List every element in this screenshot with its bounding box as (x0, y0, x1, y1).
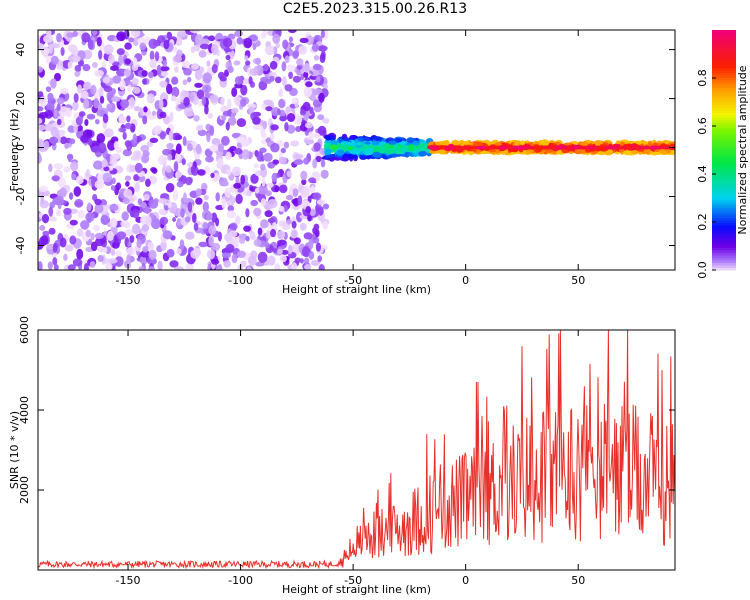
y-tick-label-top: 0 (14, 144, 27, 151)
spectrogram-panel: -150 -100 -50 0 50 -40 -20 0 20 40 Height of strai… (8, 29, 676, 296)
snr-panel: -150 -100 -50 0 50 2000 4000 6000 Height of stra… (8, 316, 676, 596)
x-tick-label-top: -150 (116, 274, 141, 287)
x-tick-label-bottom: -50 (344, 574, 362, 587)
colorbar-tick-label: 0.4 (696, 165, 709, 183)
colorbar: 0.0 0.2 0.4 0.6 0.8 Normalized spectral ampli… (696, 30, 749, 279)
y-axis-label-top: Frequency (Hz) (8, 109, 21, 192)
colorbar-tick-label: 0.6 (696, 117, 709, 135)
colorbar-tick-label: 0.2 (696, 213, 709, 231)
x-axis-label-top: Height of straight line (km) (282, 283, 431, 296)
heatmap-region-1 (38, 30, 330, 270)
y-tick-label-top: -20 (14, 188, 27, 206)
x-tick-label-bottom: -100 (228, 574, 253, 587)
spectrogram-image (38, 30, 675, 270)
y-axis-label-bottom: SNR (10 * v/v) (8, 411, 21, 489)
x-tick-label-top: -50 (344, 274, 362, 287)
x-tick-label-top: 50 (571, 274, 585, 287)
plot-frame-bottom (37, 329, 676, 571)
y-tick-label-top: -40 (14, 237, 27, 255)
heatmap-region-2 (321, 132, 437, 162)
x-tick-label-bottom: -150 (116, 574, 141, 587)
colorbar-label: Normalized spectral amplitude (736, 65, 749, 234)
x-tick-label-bottom: 0 (462, 574, 469, 587)
y-tick-label-bottom: 4000 (18, 396, 31, 424)
y-tick-label-bottom: 6000 (18, 316, 31, 344)
y-tick-label-top: 20 (14, 92, 27, 106)
heatmap-region-3 (426, 139, 675, 156)
colorbar-tick-label: 0.0 (696, 261, 709, 279)
x-axis-label-bottom: Height of straight line (km) (282, 583, 431, 596)
plot-frame-top (37, 29, 676, 271)
y-tick-label-bottom: 2000 (18, 476, 31, 504)
x-tick-label-top: 0 (462, 274, 469, 287)
y-tick-label-top: 40 (14, 43, 27, 57)
snr-series-line (38, 330, 675, 570)
chart-title: C2E5.2023.315.00.26.R13 (282, 1, 468, 17)
x-tick-label-top: -100 (228, 274, 253, 287)
colorbar-tick-label: 0.8 (696, 69, 709, 87)
x-tick-label-bottom: 50 (571, 574, 585, 587)
